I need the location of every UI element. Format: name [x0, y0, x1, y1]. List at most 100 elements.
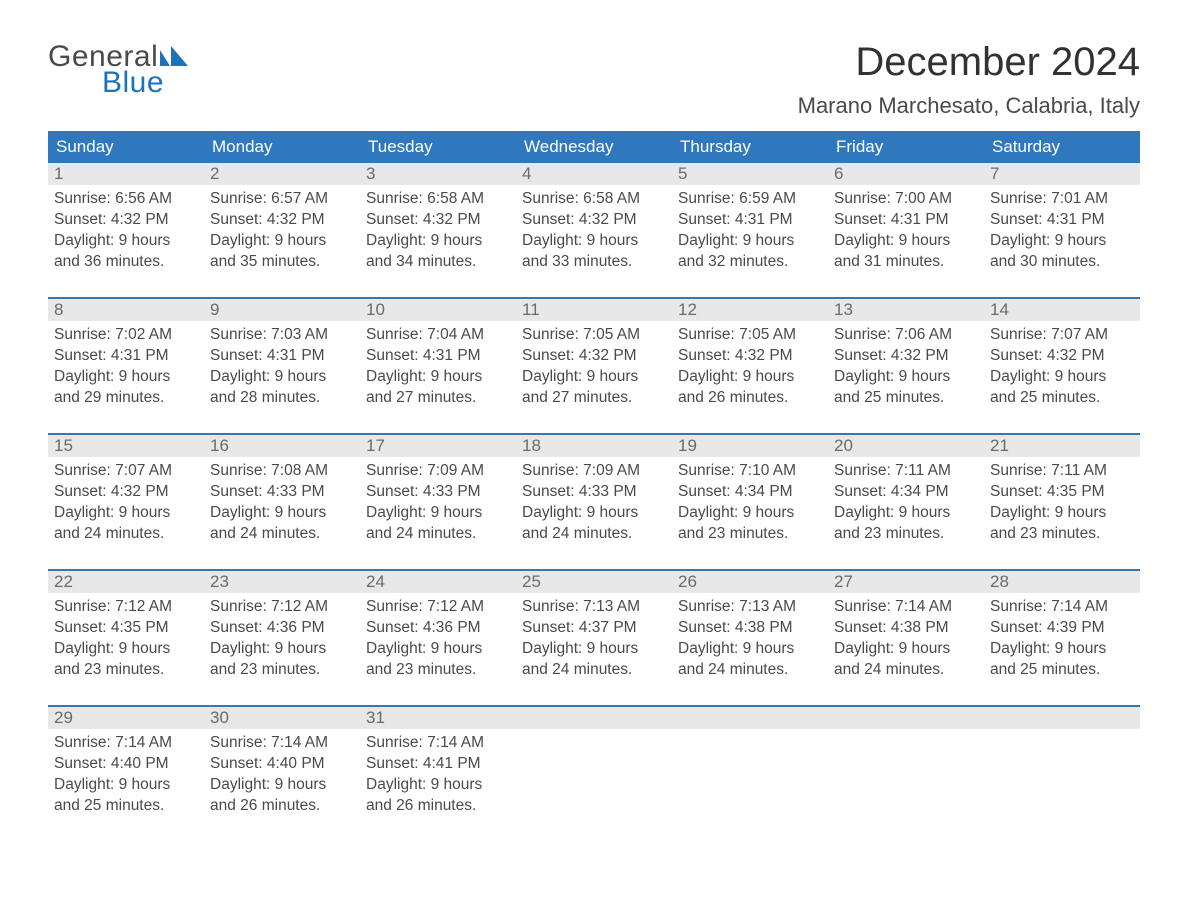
day-number: 12 — [678, 300, 697, 319]
daylight-text: and 23 minutes. — [990, 524, 1134, 545]
daylight-text: and 29 minutes. — [54, 388, 198, 409]
calendar-day — [984, 707, 1140, 827]
calendar-day: 4Sunrise: 6:58 AMSunset: 4:32 PMDaylight… — [516, 163, 672, 283]
calendar-week: 1Sunrise: 6:56 AMSunset: 4:32 PMDaylight… — [48, 163, 1140, 283]
day-number: 28 — [990, 572, 1009, 591]
daylight-text: Daylight: 9 hours — [990, 503, 1134, 524]
sunset-text: Sunset: 4:38 PM — [678, 618, 822, 639]
sunset-text: Sunset: 4:32 PM — [210, 210, 354, 231]
calendar-day: 6Sunrise: 7:00 AMSunset: 4:31 PMDaylight… — [828, 163, 984, 283]
day-number: 27 — [834, 572, 853, 591]
day-number: 18 — [522, 436, 541, 455]
daylight-text: Daylight: 9 hours — [678, 367, 822, 388]
calendar-day: 9Sunrise: 7:03 AMSunset: 4:31 PMDaylight… — [204, 299, 360, 419]
day-number: 30 — [210, 708, 229, 727]
day-header-friday: Friday — [828, 131, 984, 163]
daylight-text: Daylight: 9 hours — [834, 367, 978, 388]
day-number: 2 — [210, 164, 219, 183]
daylight-text: Daylight: 9 hours — [990, 639, 1134, 660]
sunrise-text: Sunrise: 7:14 AM — [210, 733, 354, 754]
calendar-day: 11Sunrise: 7:05 AMSunset: 4:32 PMDayligh… — [516, 299, 672, 419]
sunset-text: Sunset: 4:35 PM — [54, 618, 198, 639]
day-header-saturday: Saturday — [984, 131, 1140, 163]
daylight-text: Daylight: 9 hours — [522, 639, 666, 660]
day-number: 4 — [522, 164, 531, 183]
sunset-text: Sunset: 4:31 PM — [54, 346, 198, 367]
sunset-text: Sunset: 4:32 PM — [522, 346, 666, 367]
sunrise-text: Sunrise: 7:07 AM — [990, 325, 1134, 346]
sunset-text: Sunset: 4:36 PM — [210, 618, 354, 639]
sunrise-text: Sunrise: 7:07 AM — [54, 461, 198, 482]
calendar-day: 8Sunrise: 7:02 AMSunset: 4:31 PMDaylight… — [48, 299, 204, 419]
daylight-text: Daylight: 9 hours — [366, 639, 510, 660]
calendar-day: 29Sunrise: 7:14 AMSunset: 4:40 PMDayligh… — [48, 707, 204, 827]
daylight-text: Daylight: 9 hours — [210, 231, 354, 252]
day-header-thursday: Thursday — [672, 131, 828, 163]
daylight-text: Daylight: 9 hours — [678, 639, 822, 660]
daylight-text: and 27 minutes. — [522, 388, 666, 409]
daylight-text: and 23 minutes. — [834, 524, 978, 545]
sunset-text: Sunset: 4:38 PM — [834, 618, 978, 639]
sunset-text: Sunset: 4:35 PM — [990, 482, 1134, 503]
day-number: 3 — [366, 164, 375, 183]
daylight-text: Daylight: 9 hours — [210, 639, 354, 660]
daylight-text: Daylight: 9 hours — [522, 367, 666, 388]
day-number: 7 — [990, 164, 999, 183]
day-number: 8 — [54, 300, 63, 319]
day-header-sunday: Sunday — [48, 131, 204, 163]
day-number: 5 — [678, 164, 687, 183]
daylight-text: Daylight: 9 hours — [834, 639, 978, 660]
calendar-day: 7Sunrise: 7:01 AMSunset: 4:31 PMDaylight… — [984, 163, 1140, 283]
calendar-day: 24Sunrise: 7:12 AMSunset: 4:36 PMDayligh… — [360, 571, 516, 691]
calendar: Sunday Monday Tuesday Wednesday Thursday… — [48, 131, 1140, 827]
daylight-text: Daylight: 9 hours — [678, 231, 822, 252]
day-number: 24 — [366, 572, 385, 591]
day-number: 11 — [522, 300, 540, 319]
sunrise-text: Sunrise: 7:09 AM — [366, 461, 510, 482]
sunrise-text: Sunrise: 7:10 AM — [678, 461, 822, 482]
calendar-day: 14Sunrise: 7:07 AMSunset: 4:32 PMDayligh… — [984, 299, 1140, 419]
daylight-text: and 25 minutes. — [990, 388, 1134, 409]
calendar-day: 23Sunrise: 7:12 AMSunset: 4:36 PMDayligh… — [204, 571, 360, 691]
calendar-day: 18Sunrise: 7:09 AMSunset: 4:33 PMDayligh… — [516, 435, 672, 555]
day-number: 31 — [366, 708, 385, 727]
sunset-text: Sunset: 4:31 PM — [210, 346, 354, 367]
calendar-day: 5Sunrise: 6:59 AMSunset: 4:31 PMDaylight… — [672, 163, 828, 283]
daylight-text: and 33 minutes. — [522, 252, 666, 273]
day-number: 20 — [834, 436, 853, 455]
sunrise-text: Sunrise: 7:09 AM — [522, 461, 666, 482]
daylight-text: and 24 minutes. — [834, 660, 978, 681]
sunset-text: Sunset: 4:34 PM — [834, 482, 978, 503]
day-number: 15 — [54, 436, 73, 455]
sunrise-text: Sunrise: 7:04 AM — [366, 325, 510, 346]
sunrise-text: Sunrise: 7:12 AM — [210, 597, 354, 618]
day-number: 29 — [54, 708, 73, 727]
daylight-text: Daylight: 9 hours — [990, 231, 1134, 252]
calendar-day: 15Sunrise: 7:07 AMSunset: 4:32 PMDayligh… — [48, 435, 204, 555]
day-header-wednesday: Wednesday — [516, 131, 672, 163]
day-number: 21 — [990, 436, 1009, 455]
daylight-text: and 31 minutes. — [834, 252, 978, 273]
sunrise-text: Sunrise: 7:14 AM — [990, 597, 1134, 618]
daylight-text: and 34 minutes. — [366, 252, 510, 273]
calendar-day: 12Sunrise: 7:05 AMSunset: 4:32 PMDayligh… — [672, 299, 828, 419]
calendar-week: 22Sunrise: 7:12 AMSunset: 4:35 PMDayligh… — [48, 569, 1140, 691]
day-number: 16 — [210, 436, 229, 455]
sunset-text: Sunset: 4:36 PM — [366, 618, 510, 639]
day-number: 10 — [366, 300, 385, 319]
calendar-day: 22Sunrise: 7:12 AMSunset: 4:35 PMDayligh… — [48, 571, 204, 691]
sunrise-text: Sunrise: 7:11 AM — [990, 461, 1134, 482]
sunset-text: Sunset: 4:37 PM — [522, 618, 666, 639]
daylight-text: and 24 minutes. — [522, 524, 666, 545]
daylight-text: Daylight: 9 hours — [834, 503, 978, 524]
daylight-text: and 23 minutes. — [678, 524, 822, 545]
logo: General Blue — [48, 40, 188, 100]
sunrise-text: Sunrise: 7:02 AM — [54, 325, 198, 346]
day-number: 19 — [678, 436, 697, 455]
sunset-text: Sunset: 4:33 PM — [210, 482, 354, 503]
day-number: 26 — [678, 572, 697, 591]
daylight-text: and 27 minutes. — [366, 388, 510, 409]
sunrise-text: Sunrise: 7:00 AM — [834, 189, 978, 210]
sunrise-text: Sunrise: 7:05 AM — [678, 325, 822, 346]
sunset-text: Sunset: 4:33 PM — [366, 482, 510, 503]
